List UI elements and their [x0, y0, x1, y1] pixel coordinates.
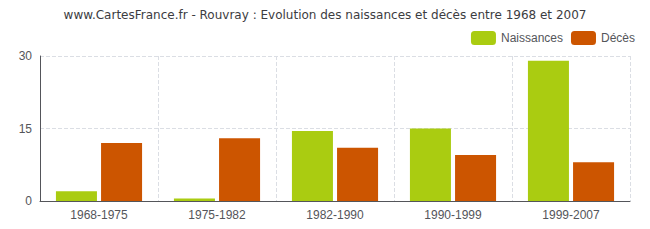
svg-text:1975-1982: 1975-1982	[188, 208, 246, 222]
svg-text:1968-1975: 1968-1975	[70, 208, 128, 222]
svg-text:30: 30	[19, 49, 33, 63]
svg-text:1999-2007: 1999-2007	[542, 208, 600, 222]
svg-text:Décès: Décès	[601, 31, 635, 45]
svg-text:Naissances: Naissances	[501, 31, 563, 45]
svg-text:15: 15	[19, 122, 33, 136]
svg-text:1982-1990: 1982-1990	[306, 208, 364, 222]
svg-text:0: 0	[25, 194, 32, 208]
svg-text:www.CartesFrance.fr - Rouvray: www.CartesFrance.fr - Rouvray : Evolutio…	[64, 8, 587, 22]
svg-text:1990-1999: 1990-1999	[424, 208, 482, 222]
